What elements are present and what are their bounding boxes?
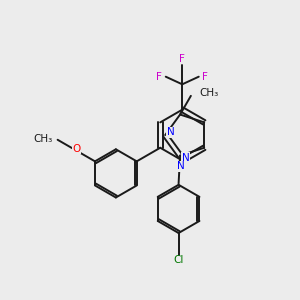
Text: F: F: [202, 72, 208, 82]
Text: F: F: [179, 54, 185, 64]
Text: N: N: [177, 161, 184, 171]
Text: F: F: [156, 72, 162, 82]
Text: O: O: [72, 144, 80, 154]
Text: CH₃: CH₃: [200, 88, 219, 98]
Text: N: N: [182, 153, 189, 163]
Text: N: N: [167, 127, 174, 137]
Text: Cl: Cl: [173, 255, 184, 265]
Text: CH₃: CH₃: [34, 134, 53, 144]
